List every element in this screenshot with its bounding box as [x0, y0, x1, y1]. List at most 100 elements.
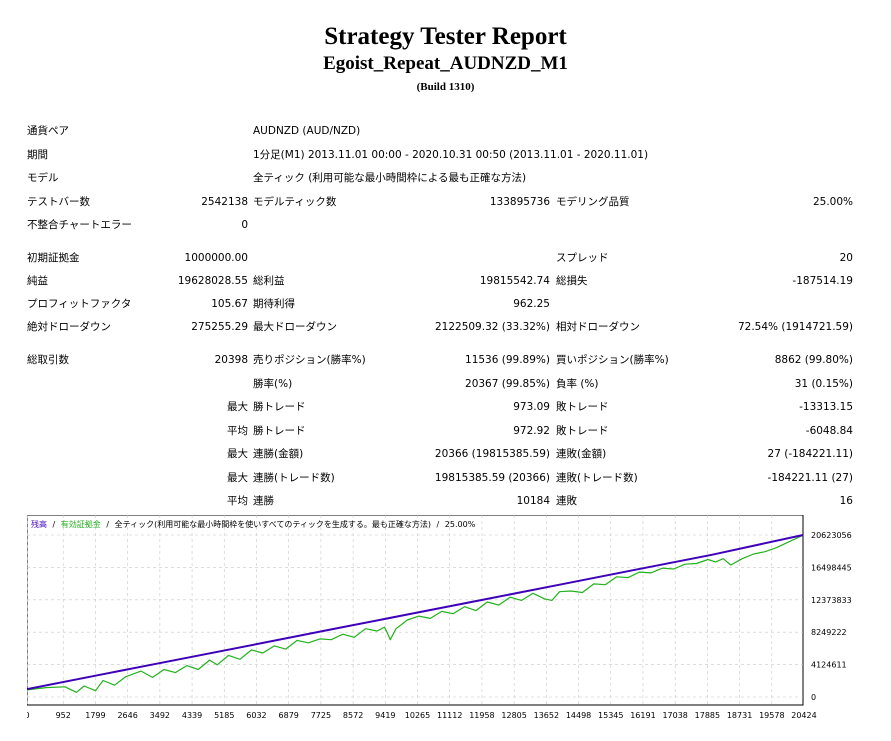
- max-consec-wins-value: 20366 (19815385.59): [434, 448, 550, 460]
- maximal-drawdown-value: 2122509.32 (33.32%): [434, 321, 550, 333]
- x-tick-label: 2646: [117, 711, 137, 720]
- long-positions-value: 8862 (99.80%): [774, 354, 853, 366]
- avg-consec-wins-label: 連勝: [253, 495, 274, 507]
- x-tick-label: 6032: [246, 711, 266, 720]
- x-tick-label: 10265: [405, 711, 430, 720]
- short-positions-label: 売りポジション(勝率%): [253, 354, 366, 366]
- absolute-drawdown-value: 275255.29: [191, 321, 248, 333]
- symbol-value: AUDNZD (AUD/NZD): [253, 125, 361, 137]
- chart-series: [27, 534, 804, 693]
- relative-drawdown-value: 72.54% (1914721.59): [737, 321, 853, 333]
- x-tick-label: 3492: [150, 711, 170, 720]
- x-tick-label: 15345: [598, 711, 623, 720]
- max-consec-loss-label: 連敗(トレード数): [556, 472, 638, 484]
- max-consec-profit-label: 連勝(トレード数): [253, 472, 335, 484]
- y-tick-label: 16498445: [811, 563, 852, 572]
- symbol-label: 通貨ペア: [27, 125, 69, 137]
- x-axis-ticks: 0 952 1799 2646 3492 4339 5185 6032 6879 7725 8572…: [27, 711, 817, 720]
- x-tick-label: 4339: [182, 711, 202, 720]
- x-tick-label: 5185: [214, 711, 234, 720]
- legend-model: 全ティック(利用可能な最小時間枠を使いすべてのティックを生成する。最も正確な方法…: [115, 519, 431, 529]
- spread-value: 20: [839, 252, 853, 264]
- max-consec-losses-label: 連敗(金額): [556, 448, 607, 460]
- bars-value: 2542138: [201, 196, 248, 208]
- net-profit-value: 19628028.55: [177, 275, 248, 287]
- profit-factor-label: プロフィットファクタ: [27, 298, 132, 310]
- x-tick-label: 16191: [630, 711, 655, 720]
- avg-consec-prefix: 平均: [227, 495, 248, 507]
- profit-factor-value: 105.67: [211, 298, 248, 310]
- average-loss-label: 敗トレード: [556, 425, 609, 437]
- chart-legend: 残高 / 有効証拠金 / 全ティック(利用可能な最小時間枠を使いすべてのティック…: [31, 519, 476, 529]
- errors-label: 不整合チャートエラー: [27, 219, 132, 231]
- largest-prefix: 最大: [227, 401, 248, 413]
- y-tick-label: 4124611: [811, 661, 847, 670]
- gross-loss-value: -187514.19: [792, 275, 853, 287]
- balance-equity-chart: 0 952 1799 2646 3492 4339 5185 6032 6879 7725 8572…: [27, 515, 852, 720]
- x-tick-label: 1799: [85, 711, 105, 720]
- largest-loss-label: 敗トレード: [556, 401, 609, 413]
- win-rate-label: 勝率(%): [253, 378, 293, 390]
- short-positions-value: 11536 (99.89%): [465, 354, 550, 366]
- maximal-drawdown-label: 最大ドローダウン: [253, 321, 337, 333]
- max-consec-profit-value: 19815385.59 (20366): [434, 472, 550, 484]
- largest-loss-value: -13313.15: [799, 401, 853, 413]
- win-rate-value: 20367 (99.85%): [465, 378, 550, 390]
- total-trades-value: 20398: [214, 354, 248, 366]
- x-tick-label: 7725: [311, 711, 331, 720]
- spread-label: スプレッド: [556, 252, 609, 264]
- largest-win-value: 973.09: [513, 401, 550, 413]
- max-consec-wins-label: 連勝(金額): [253, 448, 304, 460]
- legend-quality: 25.00%: [445, 520, 476, 529]
- expected-payoff-label: 期待利得: [253, 298, 295, 310]
- model-label: モデル: [27, 172, 59, 184]
- x-tick-label: 952: [56, 711, 71, 720]
- average-loss-value: -6048.84: [805, 425, 853, 437]
- average-win-value: 972.92: [513, 425, 550, 437]
- x-tick-label: 18731: [727, 711, 752, 720]
- legend-equity: 有効証拠金: [61, 519, 101, 529]
- balance-line: [27, 534, 804, 691]
- gross-loss-label: 総損失: [556, 275, 588, 287]
- period-value: 1分足(M1) 2013.11.01 00:00 - 2020.10.31 00…: [253, 149, 649, 161]
- ticks-label: モデルティック数: [253, 196, 337, 208]
- chart-grid: [27, 515, 803, 705]
- absolute-drawdown-label: 絶対ドローダウン: [27, 321, 111, 333]
- avg-consec-wins-value: 10184: [516, 495, 550, 507]
- max-consec-prefix: 最大: [227, 448, 248, 460]
- x-tick-label: 19578: [759, 711, 784, 720]
- quality-label: モデリング品質: [556, 196, 630, 208]
- x-tick-label: 8572: [343, 711, 363, 720]
- x-tick-label: 17038: [662, 711, 687, 720]
- total-trades-label: 総取引数: [27, 354, 69, 366]
- avg-consec-losses-label: 連敗: [556, 495, 577, 507]
- avg-consec-losses-value: 16: [839, 495, 853, 507]
- max-consec-loss-value: -184221.11 (27): [767, 472, 853, 484]
- y-axis-ticks: 0 4124611 8249222 12373833 16498445 20623056: [811, 531, 852, 702]
- bars-label: テストバー数: [27, 196, 90, 208]
- ticks-value: 133895736: [489, 196, 550, 208]
- report-title: Strategy Tester Report: [324, 23, 567, 50]
- x-tick-label: 11112: [437, 711, 462, 720]
- legend-sep-1: /: [53, 520, 56, 529]
- max-consec-losses-value: 27 (-184221.11): [767, 448, 853, 460]
- legend-sep-3: /: [437, 520, 440, 529]
- average-win-label: 勝トレード: [253, 425, 306, 437]
- x-tick-label: 14498: [566, 711, 591, 720]
- relative-drawdown-label: 相対ドローダウン: [556, 321, 640, 333]
- equity-line: [27, 534, 804, 693]
- max-consec-profit-prefix: 最大: [227, 472, 248, 484]
- x-tick-label: 17885: [695, 711, 720, 720]
- deposit-label: 初期証拠金: [27, 252, 80, 264]
- y-tick-label: 8249222: [811, 628, 847, 637]
- x-tick-label: 13652: [534, 711, 559, 720]
- net-profit-label: 純益: [27, 275, 48, 287]
- quality-value: 25.00%: [812, 196, 853, 208]
- average-prefix: 平均: [227, 425, 248, 437]
- x-tick-label: 9419: [375, 711, 395, 720]
- expected-payoff-value: 962.25: [513, 298, 550, 310]
- loss-rate-value: 31 (0.15%): [794, 378, 853, 390]
- y-tick-label: 12373833: [811, 596, 852, 605]
- y-tick-label: 0: [811, 693, 816, 702]
- errors-value: 0: [241, 219, 248, 231]
